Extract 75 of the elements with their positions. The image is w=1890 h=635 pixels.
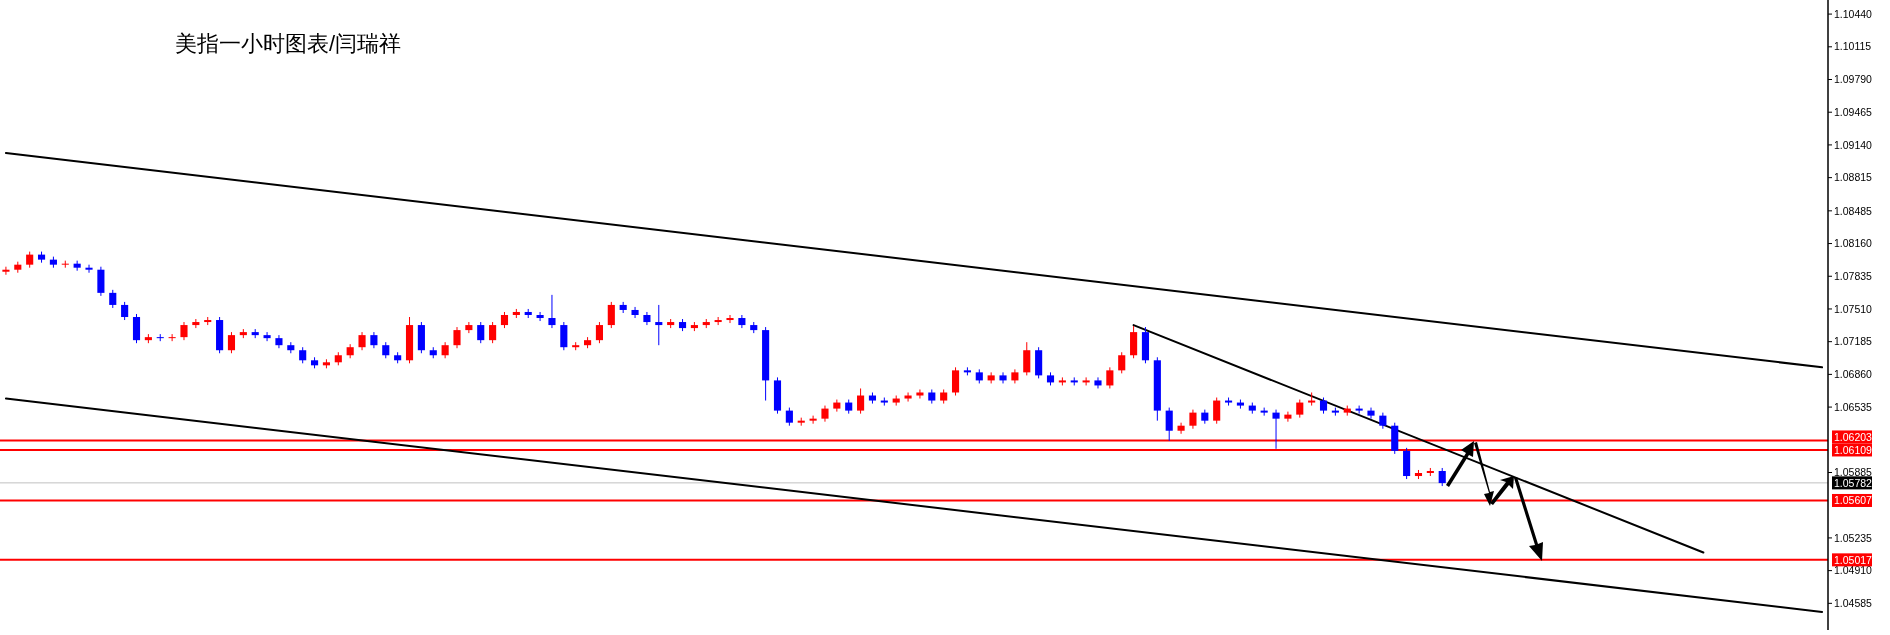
candlestick	[2, 266, 10, 276]
y-tick-label: 1.07835	[1834, 269, 1873, 282]
candlestick	[1130, 325, 1138, 359]
candlestick	[97, 266, 105, 297]
y-tick-label: 1.10115	[1834, 40, 1872, 53]
candlestick	[1177, 422, 1185, 435]
candlestick	[655, 304, 663, 346]
y-tick-label: 1.06860	[1834, 368, 1873, 381]
candlestick	[1082, 376, 1090, 386]
candlestick	[1023, 341, 1031, 376]
candlestick	[85, 264, 93, 274]
candlestick	[1118, 351, 1126, 374]
candlestick	[595, 321, 603, 344]
candlestick	[857, 387, 865, 415]
candlestick	[132, 313, 141, 344]
candlestick	[1106, 366, 1114, 389]
ref-line-label: 1.05607	[1834, 494, 1873, 507]
y-tick-label: 1.08815	[1834, 171, 1873, 184]
candlestick	[109, 289, 117, 309]
y-tick-label: 1.08485	[1834, 204, 1873, 217]
candlestick	[785, 407, 793, 427]
ref-line-label: 1.05782	[1834, 476, 1873, 489]
candlestick	[726, 314, 734, 324]
candlestick	[1094, 376, 1102, 389]
candlestick	[1272, 409, 1280, 450]
candlestick	[1355, 405, 1363, 415]
candlestick	[1438, 467, 1446, 487]
candlestick	[607, 301, 615, 329]
candlestick	[1284, 411, 1292, 423]
y-tick-label: 1.05235	[1834, 531, 1873, 544]
candlestick	[1165, 407, 1173, 442]
y-tick-label: 1.05885	[1834, 466, 1873, 479]
candlestick	[227, 331, 236, 354]
y-tick-label: 1.04910	[1834, 564, 1873, 577]
candlestick	[548, 294, 556, 329]
candlestick	[714, 316, 722, 326]
candlestick	[536, 311, 544, 322]
candlestick	[180, 321, 188, 341]
candlestick	[1367, 407, 1375, 420]
y-tick-label: 1.07510	[1834, 302, 1873, 315]
candlestick	[809, 415, 817, 425]
y-tick-label: 1.10440	[1834, 7, 1873, 20]
y-tick-label: 1.07185	[1834, 335, 1873, 348]
y-tick-label: 1.09465	[1834, 105, 1873, 118]
candlestick	[489, 321, 497, 344]
candlestick	[168, 333, 176, 342]
candlestick	[477, 321, 485, 344]
y-tick-label: 1.06535	[1834, 400, 1873, 413]
ref-line-label: 1.06203	[1834, 430, 1873, 443]
candlestick	[1189, 409, 1197, 430]
candlestick	[465, 321, 473, 334]
candlestick	[560, 321, 568, 351]
candlestick	[453, 326, 461, 349]
candlestick	[263, 331, 271, 342]
candlestick	[1296, 399, 1304, 419]
candlestick	[1308, 391, 1316, 407]
candlestick	[951, 366, 960, 397]
y-tick-label: 1.08160	[1834, 237, 1873, 250]
candlestick	[192, 318, 200, 329]
candlestick	[631, 306, 639, 319]
candlestick	[275, 334, 283, 349]
ref-line-label: 1.05017	[1834, 553, 1873, 566]
candlestick	[1213, 397, 1221, 425]
candlestick	[916, 388, 924, 400]
candlestick	[999, 371, 1007, 384]
text: 美指一小时图表/闫瑞祥	[175, 31, 402, 56]
candlestick	[358, 331, 366, 351]
candlestick	[904, 391, 912, 403]
y-tick-label: 1.04585	[1834, 597, 1873, 610]
y-tick-label: 1.09790	[1834, 73, 1873, 86]
candlestick	[738, 314, 746, 329]
candlestick	[643, 311, 651, 326]
y-tick-label: 1.09140	[1834, 138, 1873, 151]
candlestick	[121, 301, 129, 321]
ref-line-label: 1.06109	[1834, 443, 1873, 456]
